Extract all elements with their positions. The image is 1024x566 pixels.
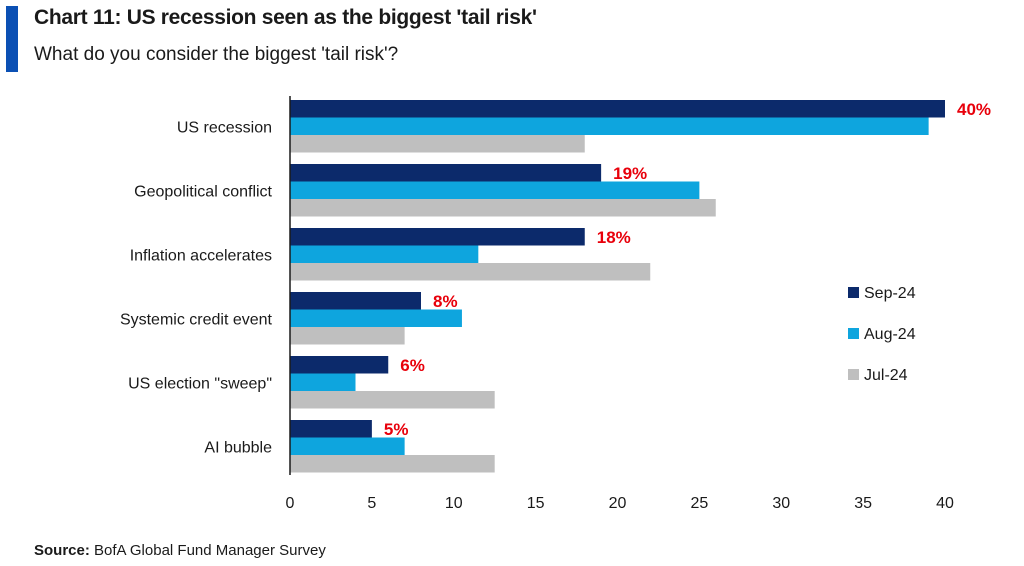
data-label: 18% (597, 228, 631, 247)
x-tick-label: 20 (609, 495, 627, 512)
x-tick-label: 15 (527, 495, 545, 512)
bar-aug-24-3 (290, 245, 479, 263)
category-label: AI bubble (204, 439, 272, 456)
data-label: 6% (400, 356, 425, 375)
bar-aug-24-5 (290, 373, 356, 391)
legend-swatch-sep-24 (848, 287, 859, 298)
x-tick-label: 35 (854, 495, 872, 512)
legend-swatch-jul-24 (848, 369, 859, 380)
legend-swatch-aug-24 (848, 328, 859, 339)
bar-jul-24-6 (290, 455, 495, 473)
bar-sep-24-4 (290, 292, 421, 310)
category-label: US election "sweep" (128, 375, 272, 392)
bar-sep-24-6 (290, 420, 372, 438)
bar-jul-24-5 (290, 391, 495, 409)
bar-jul-24-2 (290, 199, 716, 217)
bar-aug-24-2 (290, 181, 700, 199)
bar-aug-24-4 (290, 309, 462, 327)
legend-label-sep-24: Sep-24 (864, 285, 916, 302)
x-tick-label: 10 (445, 495, 463, 512)
x-tick-label: 30 (772, 495, 790, 512)
bar-sep-24-1 (290, 100, 945, 118)
category-label: Systemic credit event (120, 311, 273, 328)
bar-jul-24-4 (290, 327, 405, 345)
source-note: Source: BofA Global Fund Manager Survey (34, 542, 326, 559)
legend-label-aug-24: Aug-24 (864, 326, 916, 343)
bar-sep-24-5 (290, 356, 389, 374)
x-tick-label: 0 (286, 495, 295, 512)
bar-jul-24-3 (290, 263, 651, 281)
bar-sep-24-2 (290, 164, 602, 182)
chart-title: Chart 11: US recession seen as the bigge… (34, 6, 537, 29)
source-label: Source: (34, 542, 90, 559)
bar-jul-24-1 (290, 135, 585, 153)
bar-sep-24-3 (290, 228, 585, 246)
data-label: 40% (957, 100, 991, 119)
data-label: 5% (384, 420, 409, 439)
bar-aug-24-1 (290, 117, 929, 135)
data-label: 8% (433, 292, 458, 311)
chart-subtitle: What do you consider the biggest 'tail r… (34, 44, 399, 65)
category-label: Inflation accelerates (130, 247, 272, 264)
x-tick-label: 25 (690, 495, 708, 512)
title-accent-bar (6, 6, 18, 72)
bar-chart: US recession 40% Geopolitical conflict 19% I… (120, 96, 991, 512)
category-label: Geopolitical conflict (134, 183, 272, 200)
bar-aug-24-6 (290, 437, 405, 455)
category-label: US recession (177, 119, 272, 136)
x-tick-label: 40 (936, 495, 954, 512)
legend-label-jul-24: Jul-24 (864, 367, 908, 384)
data-label: 19% (613, 164, 647, 183)
source-text: BofA Global Fund Manager Survey (94, 542, 326, 559)
x-tick-label: 5 (367, 495, 376, 512)
